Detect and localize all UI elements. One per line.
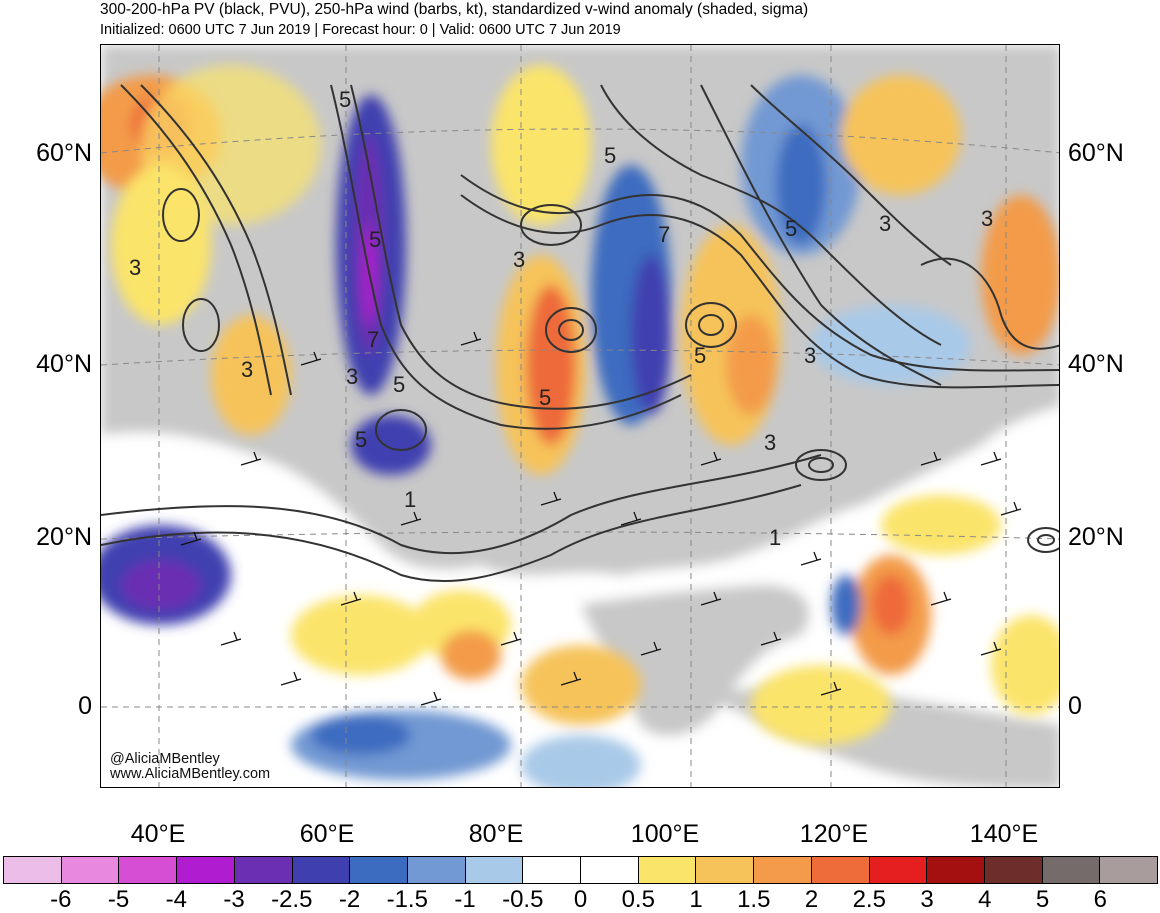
contour-label: 7 bbox=[367, 327, 379, 352]
lat-label-right-60n: 60°N bbox=[1068, 139, 1124, 167]
colorbar-swatch bbox=[61, 857, 120, 883]
colorbar-swatch bbox=[869, 857, 928, 883]
colorbar-label: -2.5 bbox=[271, 886, 313, 913]
anomaly-shading bbox=[101, 65, 1059, 787]
colorbar-swatch bbox=[581, 857, 639, 883]
wind-barbs bbox=[180, 331, 1022, 706]
contour-label: 5 bbox=[694, 343, 706, 368]
lat-label-right-20n: 20°N bbox=[1068, 523, 1124, 551]
colorbar-swatch bbox=[292, 857, 351, 883]
watermark: @AliciaMBentley www.AliciaMBentley.com bbox=[110, 752, 270, 782]
lon-label-60e: 60°E bbox=[299, 820, 355, 848]
contour-label: 3 bbox=[241, 357, 253, 382]
map-panel: 5 5 3 3 5 5 3 3 5 5 3 3 1 1 5 7 3 7 5 3 bbox=[100, 44, 1060, 788]
contour-label: 7 bbox=[658, 222, 670, 247]
colorbar-swatch bbox=[1042, 857, 1101, 883]
colorbar-swatch bbox=[984, 857, 1043, 883]
colorbar-label: -3 bbox=[223, 886, 245, 913]
colorbar-swatch bbox=[119, 857, 178, 883]
lat-label-left-40n: 40°N bbox=[36, 350, 92, 378]
contour-label: 3 bbox=[129, 255, 141, 280]
colorbar-label: -1.5 bbox=[386, 886, 428, 913]
contour-label: 3 bbox=[764, 430, 776, 455]
map-title: 300-200-hPa PV (black, PVU), 250-hPa win… bbox=[100, 1, 809, 18]
pv-contours bbox=[101, 84, 1059, 583]
contour-label: 5 bbox=[785, 216, 797, 241]
colorbar-label: -0.5 bbox=[502, 886, 544, 913]
colorbar-swatch bbox=[811, 857, 870, 883]
colorbar-swatch bbox=[696, 857, 755, 883]
colorbar-swatch bbox=[234, 857, 293, 883]
colorbar-label: 1.5 bbox=[737, 886, 771, 913]
contour-label: 5 bbox=[369, 227, 381, 252]
colorbar-label: -6 bbox=[50, 886, 72, 913]
colorbar-label: 0 bbox=[573, 886, 588, 913]
colorbar-label: 3 bbox=[920, 886, 934, 913]
colorbar-swatch bbox=[465, 857, 524, 883]
colorbar-swatch bbox=[350, 857, 408, 883]
colorbar-swatch bbox=[754, 857, 812, 883]
lat-label-left-20n: 20°N bbox=[36, 523, 92, 551]
colorbar-swatch bbox=[4, 857, 62, 883]
colorbar bbox=[3, 856, 1158, 884]
colorbar-swatch bbox=[407, 857, 466, 883]
lat-label-right-40n: 40°N bbox=[1068, 350, 1124, 378]
lat-label-left-60n: 60°N bbox=[36, 139, 92, 167]
colorbar-label: 0.5 bbox=[621, 886, 655, 913]
contour-label: 3 bbox=[346, 364, 358, 389]
colorbar-swatch bbox=[523, 857, 582, 883]
lat-label-right-0: 0 bbox=[1068, 692, 1082, 720]
colorbar-label: -2 bbox=[338, 886, 361, 913]
lon-label-80e: 80°E bbox=[468, 820, 524, 848]
contour-label: 3 bbox=[981, 206, 993, 231]
contour-label: 5 bbox=[355, 427, 367, 452]
map-subtitle: Initialized: 0600 UTC 7 Jun 2019 | Forec… bbox=[100, 22, 621, 38]
contour-labels: 5 5 3 3 5 5 3 3 5 5 3 3 1 1 5 7 3 7 5 3 bbox=[129, 87, 993, 550]
colorbar-swatch bbox=[927, 857, 985, 883]
colorbar-swatch bbox=[1100, 857, 1158, 883]
colorbar-label: 1 bbox=[689, 886, 703, 913]
colorbar-label: 6 bbox=[1093, 886, 1107, 913]
contour-label: 5 bbox=[539, 385, 551, 410]
lat-label-left-0: 0 bbox=[78, 692, 92, 720]
colorbar-label: -5 bbox=[107, 886, 130, 913]
contour-label: 3 bbox=[513, 247, 525, 272]
map-graphic: 5 5 3 3 5 5 3 3 5 5 3 3 1 1 5 7 3 7 5 3 bbox=[101, 45, 1059, 787]
colorbar-label: -4 bbox=[165, 886, 187, 913]
colorbar-label: 4 bbox=[978, 886, 992, 913]
lon-label-140e: 140°E bbox=[969, 820, 1039, 848]
colorbar-label: 2 bbox=[804, 886, 819, 913]
contour-label: 3 bbox=[804, 343, 816, 368]
colorbar-swatch bbox=[177, 857, 235, 883]
contour-label: 5 bbox=[604, 143, 616, 168]
colorbar-label: 5 bbox=[1035, 886, 1050, 913]
contour-label: 1 bbox=[769, 525, 781, 550]
contour-label: 5 bbox=[339, 87, 351, 112]
colorbar-swatch bbox=[638, 857, 697, 883]
contour-label: 5 bbox=[393, 372, 405, 397]
watermark-site: www.AliciaMBentley.com bbox=[110, 766, 271, 782]
watermark-handle: @AliciaMBentley bbox=[110, 751, 220, 767]
lon-label-120e: 120°E bbox=[799, 820, 869, 848]
lon-label-100e: 100°E bbox=[630, 820, 700, 848]
colorbar-label: -1 bbox=[454, 886, 476, 913]
lon-label-40e: 40°E bbox=[130, 820, 186, 848]
contour-label: 1 bbox=[404, 487, 416, 512]
colorbar-label: 2.5 bbox=[852, 886, 886, 913]
contour-label: 3 bbox=[879, 211, 891, 236]
